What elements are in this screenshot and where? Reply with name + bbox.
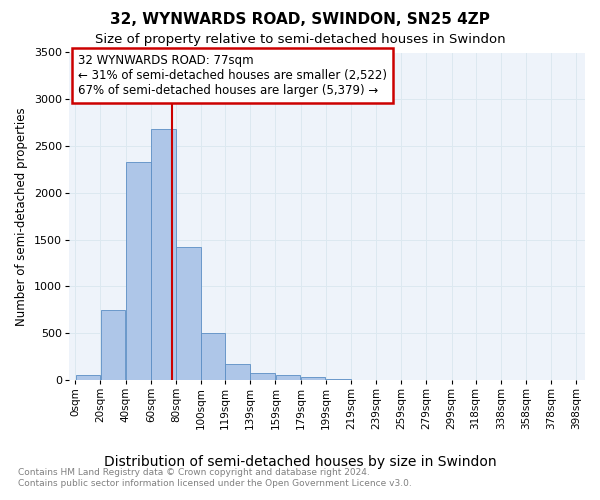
Text: 32 WYNWARDS ROAD: 77sqm
← 31% of semi-detached houses are smaller (2,522)
67% of: 32 WYNWARDS ROAD: 77sqm ← 31% of semi-de… xyxy=(78,54,387,98)
Text: 32, WYNWARDS ROAD, SWINDON, SN25 4ZP: 32, WYNWARDS ROAD, SWINDON, SN25 4ZP xyxy=(110,12,490,28)
Bar xyxy=(301,377,325,380)
Bar xyxy=(76,376,100,380)
Bar xyxy=(326,379,350,380)
Bar xyxy=(226,364,250,380)
Y-axis label: Number of semi-detached properties: Number of semi-detached properties xyxy=(16,107,28,326)
Text: Size of property relative to semi-detached houses in Swindon: Size of property relative to semi-detach… xyxy=(95,32,505,46)
Bar xyxy=(151,129,176,380)
Bar xyxy=(250,372,275,380)
Bar xyxy=(126,162,151,380)
Bar xyxy=(176,247,201,380)
Bar xyxy=(101,310,125,380)
Text: Contains HM Land Registry data © Crown copyright and database right 2024.
Contai: Contains HM Land Registry data © Crown c… xyxy=(18,468,412,487)
Text: Distribution of semi-detached houses by size in Swindon: Distribution of semi-detached houses by … xyxy=(104,455,496,469)
Bar xyxy=(275,376,301,380)
Bar xyxy=(202,333,225,380)
